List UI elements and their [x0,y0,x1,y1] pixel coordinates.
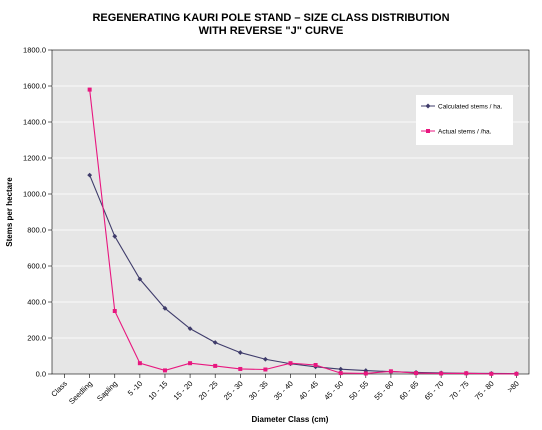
series-line-1 [89,89,517,375]
point-1-17 [489,371,494,376]
x-tick-label-0: Class [49,379,69,399]
x-tick-label-6: 20 - 25 [197,379,220,402]
point-1-2 [112,309,117,313]
legend-box [416,95,513,145]
point-1-7 [238,366,243,371]
x-tick-label-7: 25 - 30 [222,379,245,402]
point-0-12 [363,368,369,373]
x-tick-label-2: Sapling [95,379,119,403]
point-1-18 [514,371,519,376]
point-0-11 [338,366,344,372]
point-1-9 [288,361,293,366]
chart-title-line-1: REGENERATING KAURI POLE STAND – SIZE CLA… [92,12,449,24]
point-1-16 [464,371,469,376]
x-tick-label-10: 40 - 45 [297,379,320,402]
x-tick-label-15: 65 - 70 [423,379,446,402]
x-tick-label-1: Seedling [67,379,94,406]
point-0-8 [262,356,268,362]
point-0-1 [87,172,93,178]
y-tick-label-3: 600.0 [27,262,46,271]
y-tick-label-4: 800.0 [27,226,46,235]
point-0-2 [112,233,118,239]
legend-label-actual: Actual stems / /ha. [438,129,492,136]
y-tick-label-0: 0.0 [36,370,46,379]
legend-marker-actual [426,129,430,133]
point-1-5 [188,361,193,366]
point-1-14 [414,371,419,376]
y-tick-label-8: 1600.0 [23,82,46,91]
x-tick-label-13: 55 - 60 [372,379,395,402]
point-1-3 [137,361,142,366]
point-0-7 [237,350,243,355]
point-0-4 [162,305,168,311]
point-1-13 [388,369,393,374]
y-tick-label-1: 200.0 [27,334,46,343]
point-1-4 [162,368,167,373]
x-tick-label-12: 50 - 55 [347,379,370,402]
y-tick-label-2: 400.0 [27,298,46,307]
legend: Calculated stems / ha. Actual stems / /h… [416,95,513,145]
x-tick-label-5: 15 - 20 [172,379,195,402]
y-tick-label-5: 1000.0 [23,190,46,199]
legend-marker-calculated [425,103,431,109]
point-1-12 [363,371,368,376]
point-1-6 [213,363,218,368]
x-tick-label-3: 5 -10 [126,379,144,397]
x-tick-label-8: 30 - 35 [247,379,270,402]
point-1-11 [338,371,343,376]
y-tick-label-9: 1800.0 [23,46,46,55]
legend-label-calculated: Calculated stems / ha. [438,104,503,111]
x-tick-label-11: 45 - 50 [322,379,345,402]
y-tick-label-6: 1200.0 [23,154,46,163]
x-axis-label: Diameter Class (cm) [252,415,329,424]
x-tick-label-14: 60 - 65 [398,379,421,402]
point-1-1 [87,87,92,92]
point-1-15 [439,371,444,376]
y-tick-label-7: 1400.0 [23,118,46,127]
point-1-10 [313,363,318,367]
series-layer [87,87,519,377]
point-0-6 [212,340,218,345]
x-tick-label-9: 35 - 40 [272,379,295,402]
y-axis-label: Stems per hectare [5,177,14,247]
chart-title-line-2: WITH REVERSE "J" CURVE [199,25,344,37]
x-tick-label-17: 75 - 80 [473,379,496,402]
point-0-3 [137,276,143,282]
x-tick-label-16: 70 - 75 [448,379,471,402]
point-1-8 [263,367,268,372]
point-0-5 [187,326,193,332]
y-axis-ticks: 0.0 200.0 400.0 600.0 800.0 1000.0 1200.0 1400.… [23,46,52,379]
x-tick-label-4: 10 - 15 [147,379,170,402]
x-tick-label-18: >80 [505,379,520,394]
